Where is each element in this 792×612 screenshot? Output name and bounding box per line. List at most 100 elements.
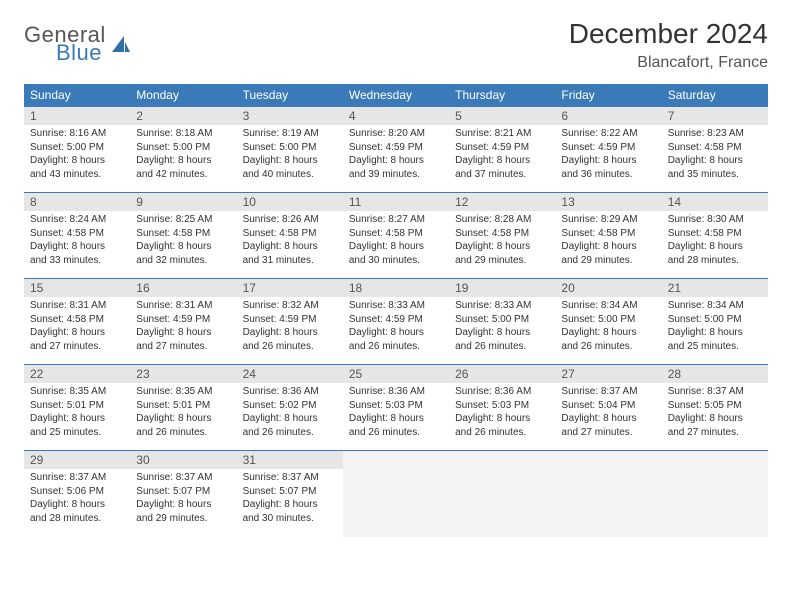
- daylight-text-1: Daylight: 8 hours: [30, 154, 124, 168]
- calendar-cell: 3Sunrise: 8:19 AMSunset: 5:00 PMDaylight…: [237, 107, 343, 193]
- sunset-text: Sunset: 5:05 PM: [668, 399, 762, 413]
- sunrise-text: Sunrise: 8:37 AM: [668, 385, 762, 399]
- day-info: Sunrise: 8:16 AMSunset: 5:00 PMDaylight:…: [24, 125, 130, 185]
- calendar-cell: 5Sunrise: 8:21 AMSunset: 4:59 PMDaylight…: [449, 107, 555, 193]
- calendar-cell: 30Sunrise: 8:37 AMSunset: 5:07 PMDayligh…: [130, 451, 236, 537]
- day-number: 2: [130, 107, 236, 125]
- day-info: Sunrise: 8:37 AMSunset: 5:05 PMDaylight:…: [662, 383, 768, 443]
- sunset-text: Sunset: 5:00 PM: [136, 141, 230, 155]
- sunrise-text: Sunrise: 8:25 AM: [136, 213, 230, 227]
- calendar-cell: 12Sunrise: 8:28 AMSunset: 4:58 PMDayligh…: [449, 193, 555, 279]
- daylight-text-1: Daylight: 8 hours: [561, 240, 655, 254]
- daylight-text-1: Daylight: 8 hours: [243, 240, 337, 254]
- weekday-header: Thursday: [449, 84, 555, 107]
- daylight-text-1: Daylight: 8 hours: [455, 412, 549, 426]
- daylight-text-2: and 26 minutes.: [136, 426, 230, 440]
- weekday-header: Sunday: [24, 84, 130, 107]
- sunrise-text: Sunrise: 8:18 AM: [136, 127, 230, 141]
- weekday-header-row: Sunday Monday Tuesday Wednesday Thursday…: [24, 84, 768, 107]
- day-info: Sunrise: 8:32 AMSunset: 4:59 PMDaylight:…: [237, 297, 343, 357]
- calendar-cell: [662, 451, 768, 537]
- calendar-cell: 25Sunrise: 8:36 AMSunset: 5:03 PMDayligh…: [343, 365, 449, 451]
- weekday-header: Friday: [555, 84, 661, 107]
- sunset-text: Sunset: 4:59 PM: [349, 141, 443, 155]
- day-info: Sunrise: 8:37 AMSunset: 5:04 PMDaylight:…: [555, 383, 661, 443]
- day-info: Sunrise: 8:37 AMSunset: 5:06 PMDaylight:…: [24, 469, 130, 529]
- daylight-text-1: Daylight: 8 hours: [30, 326, 124, 340]
- day-number: 28: [662, 365, 768, 383]
- day-number: 4: [343, 107, 449, 125]
- daylight-text-1: Daylight: 8 hours: [668, 240, 762, 254]
- calendar-cell: [555, 451, 661, 537]
- daylight-text-2: and 33 minutes.: [30, 254, 124, 268]
- day-number: 7: [662, 107, 768, 125]
- daylight-text-2: and 26 minutes.: [349, 340, 443, 354]
- daylight-text-1: Daylight: 8 hours: [455, 154, 549, 168]
- sunset-text: Sunset: 4:58 PM: [668, 141, 762, 155]
- day-info: Sunrise: 8:27 AMSunset: 4:58 PMDaylight:…: [343, 211, 449, 271]
- calendar-cell: 20Sunrise: 8:34 AMSunset: 5:00 PMDayligh…: [555, 279, 661, 365]
- day-number: 15: [24, 279, 130, 297]
- day-info: Sunrise: 8:21 AMSunset: 4:59 PMDaylight:…: [449, 125, 555, 185]
- day-number: 1: [24, 107, 130, 125]
- daylight-text-1: Daylight: 8 hours: [561, 412, 655, 426]
- daylight-text-2: and 36 minutes.: [561, 168, 655, 182]
- day-number: 16: [130, 279, 236, 297]
- day-number: 23: [130, 365, 236, 383]
- day-number: 22: [24, 365, 130, 383]
- daylight-text-1: Daylight: 8 hours: [243, 326, 337, 340]
- daylight-text-2: and 31 minutes.: [243, 254, 337, 268]
- sunrise-text: Sunrise: 8:29 AM: [561, 213, 655, 227]
- sunset-text: Sunset: 5:00 PM: [243, 141, 337, 155]
- calendar-cell: 24Sunrise: 8:36 AMSunset: 5:02 PMDayligh…: [237, 365, 343, 451]
- day-number: 12: [449, 193, 555, 211]
- daylight-text-1: Daylight: 8 hours: [136, 240, 230, 254]
- day-info: Sunrise: 8:37 AMSunset: 5:07 PMDaylight:…: [237, 469, 343, 529]
- calendar-row: 8Sunrise: 8:24 AMSunset: 4:58 PMDaylight…: [24, 193, 768, 279]
- daylight-text-1: Daylight: 8 hours: [30, 498, 124, 512]
- daylight-text-1: Daylight: 8 hours: [455, 326, 549, 340]
- calendar-cell: 21Sunrise: 8:34 AMSunset: 5:00 PMDayligh…: [662, 279, 768, 365]
- weekday-header: Wednesday: [343, 84, 449, 107]
- day-number: 14: [662, 193, 768, 211]
- calendar-cell: 16Sunrise: 8:31 AMSunset: 4:59 PMDayligh…: [130, 279, 236, 365]
- daylight-text-1: Daylight: 8 hours: [136, 498, 230, 512]
- day-info: Sunrise: 8:33 AMSunset: 4:59 PMDaylight:…: [343, 297, 449, 357]
- sunrise-text: Sunrise: 8:21 AM: [455, 127, 549, 141]
- sunset-text: Sunset: 4:58 PM: [243, 227, 337, 241]
- location: Blancafort, France: [569, 54, 768, 72]
- day-number: 29: [24, 451, 130, 469]
- day-info: Sunrise: 8:36 AMSunset: 5:03 PMDaylight:…: [449, 383, 555, 443]
- sunset-text: Sunset: 4:58 PM: [30, 313, 124, 327]
- daylight-text-1: Daylight: 8 hours: [136, 154, 230, 168]
- day-number: 3: [237, 107, 343, 125]
- calendar-cell: 8Sunrise: 8:24 AMSunset: 4:58 PMDaylight…: [24, 193, 130, 279]
- sunrise-text: Sunrise: 8:31 AM: [30, 299, 124, 313]
- daylight-text-1: Daylight: 8 hours: [561, 154, 655, 168]
- daylight-text-1: Daylight: 8 hours: [349, 240, 443, 254]
- sunrise-text: Sunrise: 8:37 AM: [136, 471, 230, 485]
- weekday-header: Monday: [130, 84, 236, 107]
- daylight-text-2: and 40 minutes.: [243, 168, 337, 182]
- day-info: Sunrise: 8:23 AMSunset: 4:58 PMDaylight:…: [662, 125, 768, 185]
- sunrise-text: Sunrise: 8:34 AM: [561, 299, 655, 313]
- sunset-text: Sunset: 4:59 PM: [455, 141, 549, 155]
- day-info: Sunrise: 8:35 AMSunset: 5:01 PMDaylight:…: [24, 383, 130, 443]
- day-number: 20: [555, 279, 661, 297]
- daylight-text-2: and 32 minutes.: [136, 254, 230, 268]
- sunrise-text: Sunrise: 8:26 AM: [243, 213, 337, 227]
- sunrise-text: Sunrise: 8:19 AM: [243, 127, 337, 141]
- sunrise-text: Sunrise: 8:22 AM: [561, 127, 655, 141]
- calendar-cell: 17Sunrise: 8:32 AMSunset: 4:59 PMDayligh…: [237, 279, 343, 365]
- sunset-text: Sunset: 5:06 PM: [30, 485, 124, 499]
- daylight-text-2: and 27 minutes.: [136, 340, 230, 354]
- day-info: Sunrise: 8:28 AMSunset: 4:58 PMDaylight:…: [449, 211, 555, 271]
- calendar-cell: 19Sunrise: 8:33 AMSunset: 5:00 PMDayligh…: [449, 279, 555, 365]
- calendar-cell: 11Sunrise: 8:27 AMSunset: 4:58 PMDayligh…: [343, 193, 449, 279]
- calendar-cell: 15 Sunrise: 8:31 AMSunset: 4:58 PMDayligh…: [24, 279, 130, 365]
- calendar-cell: 7Sunrise: 8:23 AMSunset: 4:58 PMDaylight…: [662, 107, 768, 193]
- daylight-text-2: and 25 minutes.: [30, 426, 124, 440]
- sunset-text: Sunset: 4:59 PM: [136, 313, 230, 327]
- daylight-text-1: Daylight: 8 hours: [30, 240, 124, 254]
- day-info: Sunrise: 8:35 AMSunset: 5:01 PMDaylight:…: [130, 383, 236, 443]
